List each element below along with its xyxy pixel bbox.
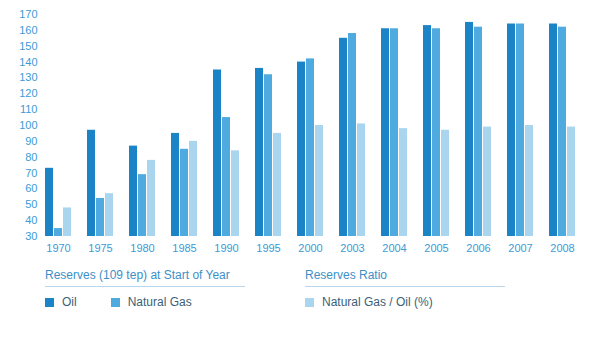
svg-text:2007: 2007 [508, 242, 532, 254]
svg-text:90: 90 [25, 135, 37, 147]
html-text:Natural Gas: Natural Gas [127, 295, 192, 309]
svg-text:160: 160 [19, 24, 37, 36]
svg-text:1990: 1990 [214, 242, 238, 254]
svg-text:40: 40 [25, 214, 37, 226]
svg-text:2005: 2005 [424, 242, 448, 254]
svg-text:2003: 2003 [340, 242, 364, 254]
svg-text:30: 30 [25, 230, 37, 242]
svg-text:2000: 2000 [298, 242, 322, 254]
svg-text:70: 70 [25, 167, 37, 179]
html-text:Natural Gas / Oil (%): Natural Gas / Oil (%) [322, 295, 433, 309]
svg-text:1970: 1970 [46, 242, 70, 254]
html-text:Reserves Ratio: Reserves Ratio [305, 268, 387, 282]
svg-text:1985: 1985 [172, 242, 196, 254]
html-text:Oil: Oil [62, 295, 77, 309]
svg-text:80: 80 [25, 151, 37, 163]
svg-text:1980: 1980 [130, 242, 154, 254]
svg-text:1995: 1995 [256, 242, 280, 254]
svg-text:2008: 2008 [550, 242, 574, 254]
svg-text:110: 110 [20, 103, 38, 115]
svg-text:120: 120 [19, 87, 37, 99]
svg-text:130: 130 [19, 71, 37, 83]
svg-text:100: 100 [19, 119, 37, 131]
svg-text:140: 140 [19, 56, 37, 68]
svg-text:2004: 2004 [382, 242, 406, 254]
svg-text:170: 170 [19, 8, 37, 20]
svg-text:150: 150 [19, 40, 37, 52]
svg-text:2006: 2006 [466, 242, 490, 254]
svg-text:60: 60 [25, 182, 37, 194]
svg-text:50: 50 [25, 198, 37, 210]
svg-text:1975: 1975 [88, 242, 112, 254]
html-text:Reserves (109 tep) at Start of: Reserves (109 tep) at Start of Year [45, 268, 230, 282]
